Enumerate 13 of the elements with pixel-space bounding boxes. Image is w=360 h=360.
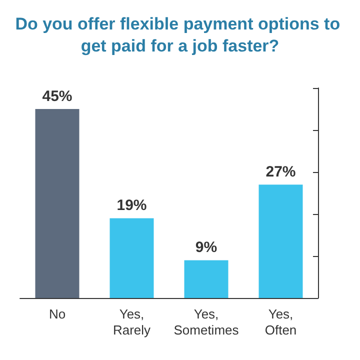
bar	[184, 260, 228, 298]
data-label: 9%	[195, 239, 218, 256]
chart-title: Do you offer flexible payment options to get paid for a job faster?	[15, 14, 345, 56]
x-tick-label: Yes, Sometimes	[174, 306, 240, 338]
x-tick-label: Yes, Rarely	[112, 306, 152, 338]
bar	[258, 184, 303, 298]
data-label: 27%	[266, 164, 296, 181]
x-tick-label: No	[48, 306, 66, 322]
data-label: 45%	[42, 88, 72, 105]
bar	[110, 218, 154, 298]
data-label: 19%	[116, 197, 147, 214]
bar	[35, 109, 80, 298]
x-tick-label: Yes, Often	[264, 306, 297, 338]
